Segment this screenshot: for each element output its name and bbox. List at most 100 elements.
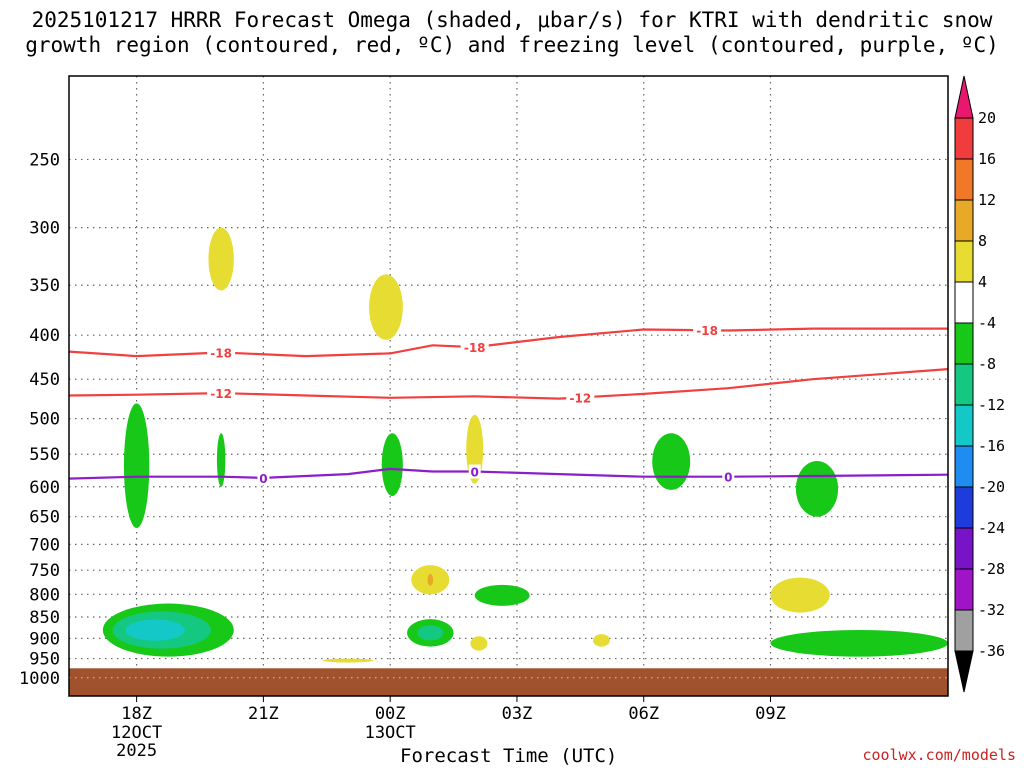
- x-tick-sublabel-00Z-0: 13OCT: [365, 723, 416, 743]
- colorbar-label--24: -24: [978, 519, 1005, 537]
- colorbar-label--32: -32: [978, 601, 1005, 619]
- contour-label-bg--18-0: [207, 345, 236, 360]
- colorbar-label--8: -8: [978, 355, 996, 373]
- y-tick-label-300: 300: [29, 219, 60, 239]
- contour-label--12-0: -12: [210, 387, 232, 401]
- x-tick-sublabel-18Z-1: 2025: [116, 741, 157, 761]
- contour-label-bg--18-2: [693, 323, 722, 338]
- contour-label-bg-0-2: [722, 469, 735, 484]
- x-tick-label-00Z: 00Z: [375, 704, 406, 724]
- contour-label--12-1: -12: [569, 391, 591, 405]
- contour-line--12: [69, 368, 948, 400]
- colorbar-label-16: 16: [978, 150, 996, 168]
- colorbar-bin--8-to--12: [954, 363, 974, 406]
- colorbar-label--12: -12: [978, 396, 1005, 414]
- y-tick-label-550: 550: [29, 445, 60, 465]
- contour-label--18-0: -18: [210, 347, 232, 361]
- y-tick-label-450: 450: [29, 370, 60, 390]
- y-tick-label-800: 800: [29, 585, 60, 605]
- ground: [69, 668, 948, 696]
- omega-area-16: [322, 658, 374, 663]
- x-tick-label-09Z: 09Z: [755, 704, 786, 724]
- contour-label--18-1: -18: [464, 341, 486, 355]
- y-tick-label-950: 950: [29, 650, 60, 670]
- contour-label-0-1: 0: [471, 466, 479, 480]
- y-tick-label-1000: 1000: [19, 669, 60, 689]
- omega-area-8: [474, 584, 530, 606]
- y-tick-label-900: 900: [29, 629, 60, 649]
- omega-area-4: [381, 433, 403, 496]
- colorbar-bin-20-to-16: [954, 117, 974, 160]
- contour-label-bg--18-1: [460, 340, 489, 355]
- x-tick-label-21Z: 21Z: [248, 704, 279, 724]
- x-tick-sublabel-18Z-0: 12OCT: [111, 723, 162, 743]
- colorbar-label--36: -36: [978, 642, 1005, 660]
- x-tick-label-03Z: 03Z: [502, 704, 533, 724]
- colorbar-label-4: 4: [978, 273, 987, 291]
- site-credit: coolwx.com/models: [862, 746, 1016, 764]
- chart-title-line2: growth region (contoured, red, ºC) and f…: [25, 33, 999, 57]
- contour-label-bg--12-1: [566, 390, 595, 405]
- y-tick-label-500: 500: [29, 410, 60, 430]
- y-axis: 2503003504004505005506006507007508008509…: [19, 150, 60, 688]
- contours: -18 -18 -18 -12 -12 0 0 0: [69, 323, 948, 486]
- omega-area-6-inner: [427, 573, 434, 586]
- omega-area-12: [795, 460, 839, 517]
- colorbar-label--16: -16: [978, 437, 1005, 455]
- colorbar-bin--20-to--24: [954, 486, 974, 529]
- y-tick-label-850: 850: [29, 608, 60, 628]
- omega-area-0: [123, 403, 150, 529]
- colorbar-bin-8-to-4: [954, 240, 974, 283]
- colorbar-bin--28-to--32: [954, 568, 974, 611]
- terrain-fill: [69, 668, 948, 696]
- colorbar-label-12: 12: [978, 191, 996, 209]
- omega-area-7-inner: [417, 625, 444, 641]
- colorbar-bin--32-to--36: [954, 609, 974, 652]
- omega-area-1: [216, 433, 226, 487]
- colorbar-bin--4-to--8: [954, 322, 974, 365]
- y-tick-label-750: 750: [29, 561, 60, 581]
- omega-area-11: [652, 433, 691, 490]
- contour-label--18-2: -18: [696, 324, 718, 338]
- contour-label-bg-0-1: [468, 464, 481, 479]
- colorbar-label-8: 8: [978, 232, 987, 250]
- y-tick-label-400: 400: [29, 326, 60, 346]
- colorbar-label--28: -28: [978, 560, 1005, 578]
- omega-area-3: [369, 274, 403, 340]
- colorbar-over-triangle: [954, 75, 974, 119]
- y-tick-label-250: 250: [29, 150, 60, 170]
- colorbar-bin--24-to--28: [954, 527, 974, 570]
- omega-area-13: [770, 577, 830, 613]
- omega-area-2: [208, 227, 234, 291]
- colorbar-bin--16-to--20: [954, 445, 974, 488]
- colorbar-bin-4-to--4: [954, 281, 974, 324]
- y-tick-label-700: 700: [29, 535, 60, 555]
- contour-line--18: [69, 327, 948, 358]
- colorbar-label--20: -20: [978, 478, 1005, 496]
- x-tick-label-18Z: 18Z: [121, 704, 152, 724]
- contour-label-bg-0-0: [257, 470, 270, 485]
- colorbar-bin-12-to-8: [954, 199, 974, 242]
- y-tick-label-600: 600: [29, 478, 60, 498]
- contour-label-0-0: 0: [259, 472, 267, 486]
- colorbar: 20 16 12 8 4 -4 -8 -12 -16 -20 -24 -28 -32 -36: [954, 75, 1005, 693]
- colorbar-bin--12-to--16: [954, 404, 974, 447]
- plot-frame: [68, 75, 949, 697]
- omega-area-15-inner2: [125, 619, 185, 641]
- colorbar-label--4: -4: [978, 314, 996, 332]
- omega-area-10: [593, 634, 610, 647]
- colorbar-bin-16-to-12: [954, 158, 974, 201]
- colorbar-label-20: 20: [978, 109, 996, 127]
- x-axis-title: Forecast Time (UTC): [400, 745, 618, 767]
- omega-shading: [102, 227, 948, 663]
- chart-title-line1: 2025101217 HRRR Forecast Omega (shaded, …: [31, 8, 993, 32]
- omega-area-9: [470, 636, 488, 651]
- omega-area-14: [770, 629, 948, 657]
- colorbar-under-triangle: [954, 650, 974, 693]
- contour-label-0-2: 0: [724, 471, 732, 485]
- y-tick-label-350: 350: [29, 276, 60, 296]
- contour-label-bg--12-0: [207, 386, 236, 401]
- y-tick-label-650: 650: [29, 508, 60, 528]
